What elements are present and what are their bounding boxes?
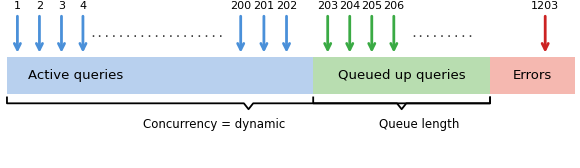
Text: Concurrency = dynamic: Concurrency = dynamic bbox=[143, 118, 285, 131]
Text: ...................: ................... bbox=[89, 27, 224, 40]
Text: 205: 205 bbox=[361, 1, 382, 11]
Bar bbox=[490, 57, 575, 94]
Text: .........: ......... bbox=[410, 27, 474, 40]
Text: 1: 1 bbox=[14, 1, 21, 11]
Text: Queued up queries: Queued up queries bbox=[338, 69, 465, 82]
Text: 206: 206 bbox=[383, 1, 404, 11]
Text: 4: 4 bbox=[79, 1, 86, 11]
Text: Errors: Errors bbox=[513, 69, 552, 82]
Text: Queue length: Queue length bbox=[379, 118, 459, 131]
Text: 3: 3 bbox=[58, 1, 65, 11]
Text: Active queries: Active queries bbox=[28, 69, 123, 82]
Text: 200: 200 bbox=[230, 1, 251, 11]
Text: 201: 201 bbox=[253, 1, 274, 11]
Bar bbox=[7, 57, 313, 94]
Bar bbox=[313, 57, 490, 94]
Text: 203: 203 bbox=[317, 1, 338, 11]
Text: 202: 202 bbox=[276, 1, 297, 11]
Text: 1203: 1203 bbox=[531, 1, 559, 11]
Text: 2: 2 bbox=[36, 1, 43, 11]
Text: 204: 204 bbox=[339, 1, 360, 11]
